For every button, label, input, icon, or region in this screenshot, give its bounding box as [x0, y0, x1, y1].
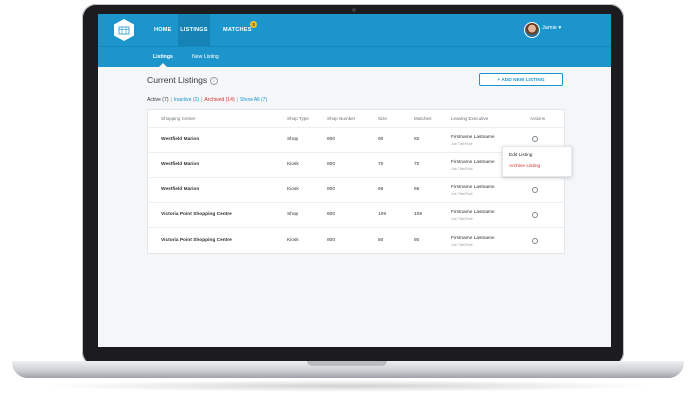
subtab-new-listing[interactable]: New Listing: [192, 54, 219, 60]
add-new-listing-button[interactable]: + ADD NEW LISTING: [479, 73, 563, 86]
active-tab-indicator: [159, 63, 167, 67]
info-icon[interactable]: i: [210, 77, 218, 85]
laptop-base-notch: [307, 361, 387, 366]
nav-listings[interactable]: LISTINGS: [178, 14, 210, 46]
cell-size: 70: [378, 162, 384, 167]
cell-shop-type: Kiosk: [287, 187, 299, 192]
camera-icon: [352, 8, 356, 12]
filter-show-all[interactable]: Show All (7): [240, 97, 268, 103]
filter-inactive[interactable]: Inactive (2): [173, 97, 200, 103]
nav-home[interactable]: HOME: [154, 27, 172, 33]
cell-matches: 70: [414, 162, 420, 167]
cell-leasing-executive: Firstname Lastname: [451, 210, 495, 215]
gear-icon[interactable]: [532, 238, 538, 244]
cell-shop-number: 800: [327, 187, 336, 192]
nav-matches[interactable]: MATCHES: [223, 27, 252, 33]
cell-shop-number: 800: [327, 162, 336, 167]
cell-shop-number: 800: [327, 137, 336, 142]
listings-table: [147, 109, 565, 254]
cell-size: 66: [378, 187, 384, 192]
cell-shop-type: Shop: [287, 137, 299, 142]
cell-shop-number: 800: [327, 212, 336, 217]
cell-executive-role: Job Title/Role: [451, 142, 473, 146]
header-shop-type: Shop Type: [287, 116, 309, 121]
header-size: Size: [378, 116, 387, 121]
laptop-shadow: [40, 380, 655, 392]
laptop-base: [12, 361, 684, 378]
cell-shopping-center: Westfield Marion: [161, 162, 200, 167]
cell-leasing-executive: Firstname Lastname: [451, 135, 495, 140]
cell-matches: 80: [414, 238, 420, 243]
page-title: Current Listings: [147, 75, 208, 85]
cell-executive-role: Job Title/Role: [451, 217, 473, 221]
subtab-listings[interactable]: Listings: [153, 54, 173, 60]
header-actions: Actions: [530, 116, 546, 121]
cell-matches: 66: [414, 187, 420, 192]
filter-archived[interactable]: Archived (14): [204, 97, 235, 103]
edit-listing-item[interactable]: Edit Listing: [509, 153, 533, 158]
header-matches: Matches: [414, 116, 432, 121]
header-leasing-executive: Leasing Executive: [451, 116, 489, 121]
table-row: [147, 227, 565, 253]
archive-listing-item[interactable]: Archive Listing: [509, 164, 541, 169]
chevron-down-icon: ▾: [558, 25, 562, 31]
gear-icon[interactable]: [532, 187, 538, 193]
cell-shop-type: Shop: [287, 212, 299, 217]
cell-size: 80: [378, 238, 384, 243]
cell-leasing-executive: Firstname Lastname: [451, 236, 495, 241]
table-row: [147, 177, 565, 203]
cell-shop-type: Kiosk: [287, 162, 299, 167]
gear-icon[interactable]: [532, 136, 538, 142]
cell-executive-role: Job Title/Role: [451, 167, 473, 171]
header-shopping-center: Shopping Center: [161, 116, 196, 121]
header-shop-number: Shop Number: [327, 116, 356, 121]
cell-shopping-center: Victoria Point Shopping Centre: [161, 238, 232, 243]
actions-dropdown: Edit Listing Archive Listing: [502, 146, 572, 177]
cell-shop-type: Kiosk: [287, 238, 299, 243]
table-row: [147, 127, 565, 153]
avatar[interactable]: [524, 22, 540, 38]
table-row: [147, 152, 565, 178]
cell-leasing-executive: Firstname Lastname: [451, 185, 495, 190]
filter-active[interactable]: Active (7): [147, 97, 169, 103]
table-row: [147, 202, 565, 228]
cell-executive-role: Job Title/Role: [451, 192, 473, 196]
status-filters: Active (7) | Inactive (2) | Archived (14) | Sh…: [147, 97, 267, 103]
cell-size: 109: [378, 212, 387, 217]
sub-navigation: Listings New Listing: [98, 46, 611, 67]
top-navigation: HOME LISTINGS MATCHES 3 Jamie ▾: [98, 14, 611, 46]
user-name: Jamie: [542, 25, 557, 31]
cell-shopping-center: Westfield Marion: [161, 187, 200, 192]
app-screen: HOME LISTINGS MATCHES 3 Jamie ▾ Listings…: [98, 14, 611, 347]
hexagon-logo-icon[interactable]: [112, 18, 136, 42]
cell-leasing-executive: Firstname Lastname: [451, 160, 495, 165]
filter-separator: |: [170, 97, 172, 103]
user-menu[interactable]: Jamie ▾: [542, 25, 561, 31]
cell-shopping-center: Westfield Marion: [161, 137, 200, 142]
filter-separator: |: [201, 97, 203, 103]
cell-shopping-center: Victoria Point Shopping Centre: [161, 212, 232, 217]
filter-separator: |: [236, 97, 238, 103]
matches-count-badge: 3: [250, 21, 257, 28]
cell-matches: 92: [414, 137, 420, 142]
cell-size: 90: [378, 137, 384, 142]
cell-executive-role: Job Title/Role: [451, 243, 473, 247]
gear-icon[interactable]: [532, 212, 538, 218]
cell-shop-number: 800: [327, 238, 336, 243]
cell-matches: 109: [414, 212, 423, 217]
